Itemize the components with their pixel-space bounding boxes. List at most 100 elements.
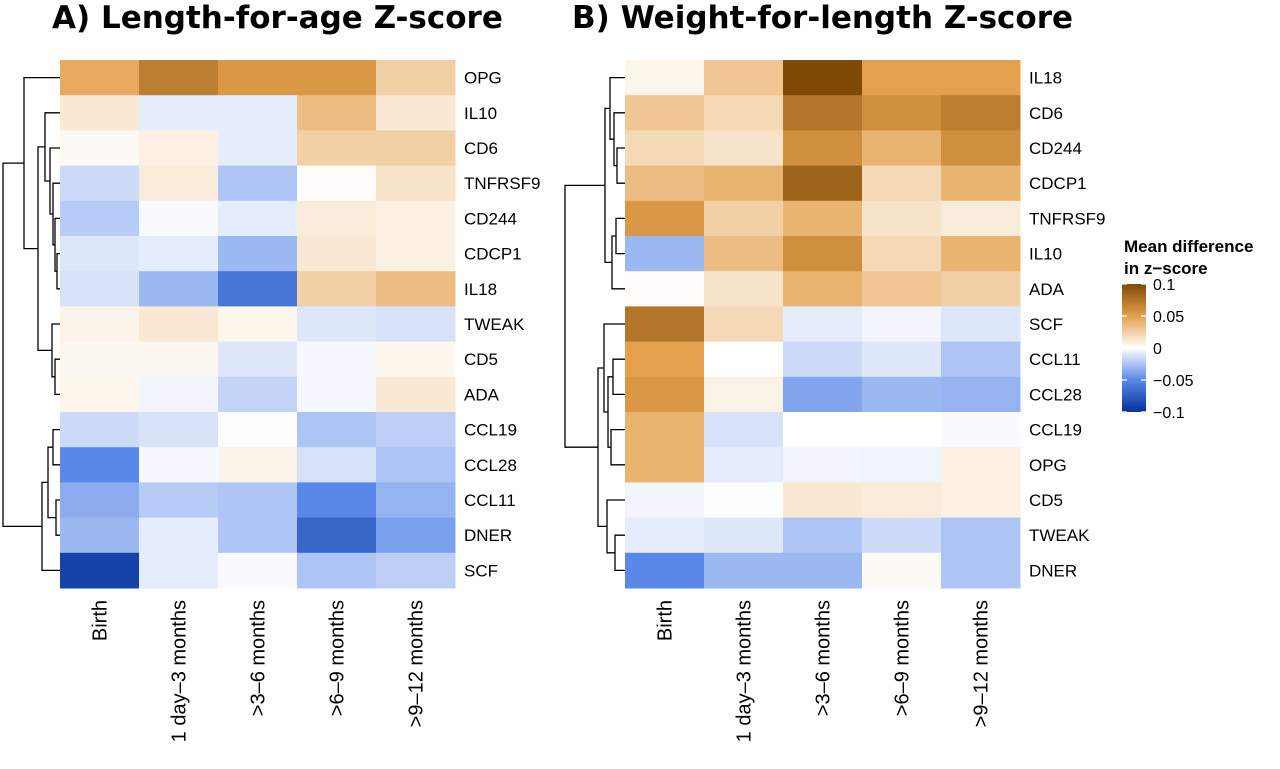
heatmap-cell xyxy=(783,412,863,448)
heatmap-cell xyxy=(625,236,705,272)
heatmap-cell xyxy=(376,60,456,96)
row-label: CD244 xyxy=(1029,139,1082,158)
panel-a-column-labels: Birth 1 day–3 months >3–6 months >6–9 month… xyxy=(90,600,428,742)
heatmap-cell xyxy=(862,95,942,131)
heatmap-cell xyxy=(139,95,219,131)
row-label: CD5 xyxy=(1029,491,1063,510)
heatmap-cell xyxy=(941,376,1021,413)
row-label: ADA xyxy=(464,385,500,404)
heatmap-cell xyxy=(783,165,863,202)
heatmap-cell xyxy=(60,412,140,448)
heatmap-cell xyxy=(60,447,140,483)
row-label: CDCP1 xyxy=(464,245,522,264)
heatmap-cell xyxy=(297,376,377,413)
heatmap-cell xyxy=(139,236,219,272)
row-label: CD6 xyxy=(464,139,498,158)
heatmap-cell xyxy=(941,341,1021,378)
dendrogram-branch xyxy=(615,217,625,255)
heatmap-cell xyxy=(218,200,298,237)
heatmap-cell xyxy=(376,271,456,307)
legend-title-line2: in z−score xyxy=(1124,259,1208,278)
heatmap-cell xyxy=(139,165,219,202)
heatmap-cell xyxy=(218,130,298,167)
heatmap-cell xyxy=(297,517,377,554)
panel-a-heatmap-cells xyxy=(60,60,456,589)
dendrogram-branch xyxy=(610,428,625,466)
row-label: CCL19 xyxy=(464,421,517,440)
row-label: IL18 xyxy=(464,280,497,299)
dendrogram-branch xyxy=(52,182,60,246)
dendrogram-branch xyxy=(51,323,60,378)
dendrogram-branch xyxy=(49,147,60,215)
row-label: DNER xyxy=(464,526,512,545)
heatmap-cell xyxy=(941,412,1021,448)
panel-a-row-dendrogram xyxy=(2,76,60,572)
heatmap-cell xyxy=(297,447,377,483)
heatmap-cell xyxy=(60,306,140,343)
dendrogram-branch xyxy=(41,481,60,572)
heatmap-cell xyxy=(704,200,784,237)
heatmap-cell xyxy=(376,412,456,448)
heatmap-cell xyxy=(297,552,377,589)
heatmap-cell xyxy=(783,341,863,378)
heatmap-cell xyxy=(941,95,1021,131)
heatmap-cell xyxy=(218,236,298,272)
heatmap-cell xyxy=(218,447,298,483)
row-label: TNFRSF9 xyxy=(464,174,541,193)
heatmap-cell xyxy=(139,482,219,519)
heatmap-cell xyxy=(376,517,456,554)
heatmap-cell xyxy=(783,200,863,237)
column-label: >9–12 months xyxy=(406,600,428,727)
heatmap-cell xyxy=(625,482,705,519)
heatmap-cell xyxy=(704,482,784,519)
heatmap-cell xyxy=(625,341,705,378)
heatmap-cell xyxy=(625,271,705,307)
heatmap-cell xyxy=(941,482,1021,519)
heatmap-cell xyxy=(60,236,140,272)
heatmap-cell xyxy=(625,200,705,237)
heatmap-cell xyxy=(704,376,784,413)
heatmap-cell xyxy=(862,271,942,307)
heatmap-cell xyxy=(783,95,863,131)
heatmap-cell xyxy=(139,341,219,378)
row-label: SCF xyxy=(464,561,498,580)
heatmap-cell xyxy=(139,271,219,307)
heatmap-cell xyxy=(783,517,863,554)
dendrogram-branch xyxy=(56,252,60,290)
legend-tick-label: 0.05 xyxy=(1153,309,1184,326)
column-label: >3–6 months xyxy=(813,600,835,716)
heatmap-cell xyxy=(60,200,140,237)
heatmap-cell xyxy=(60,517,140,554)
heatmap-cell xyxy=(783,376,863,413)
heatmap-cell xyxy=(941,165,1021,202)
heatmap-cell xyxy=(218,165,298,202)
column-label: >6–9 months xyxy=(327,600,349,716)
heatmap-cell xyxy=(297,130,377,167)
dendrogram-branch xyxy=(2,162,42,528)
heatmap-cell xyxy=(139,517,219,554)
row-label: IL18 xyxy=(1029,69,1062,88)
heatmap-cell xyxy=(862,306,942,343)
row-label: IL10 xyxy=(464,104,497,123)
panel-length-for-age: A) Length-for-age Z-score OPG IL10 CD6 TNFR… xyxy=(2,0,541,742)
heatmap-cell xyxy=(297,306,377,343)
panel-b-column-labels: Birth 1 day–3 months >3–6 months >6–9 month… xyxy=(655,600,993,742)
row-label: CCL28 xyxy=(464,456,517,475)
row-label: CCL28 xyxy=(1029,385,1082,404)
dendrogram-branch xyxy=(613,112,625,167)
row-label: TNFRSF9 xyxy=(1029,209,1106,228)
heatmap-cell xyxy=(218,552,298,589)
heatmap-cell xyxy=(625,130,705,167)
heatmap-cell xyxy=(297,60,377,96)
panel-a-title: A) Length-for-age Z-score xyxy=(52,0,503,36)
heatmap-cell xyxy=(704,236,784,272)
heatmap-cell xyxy=(783,60,863,96)
dendrogram-branch xyxy=(606,499,625,554)
row-label: OPG xyxy=(1029,456,1067,475)
heatmap-cell xyxy=(704,447,784,483)
heatmap-cell xyxy=(862,517,942,554)
dendrogram-branch xyxy=(612,358,625,396)
heatmap-cell xyxy=(139,306,219,343)
legend-ticks: 0.1 0.05 0 −0.05 −0.1 xyxy=(1122,277,1194,422)
heatmap-cell xyxy=(60,271,140,307)
